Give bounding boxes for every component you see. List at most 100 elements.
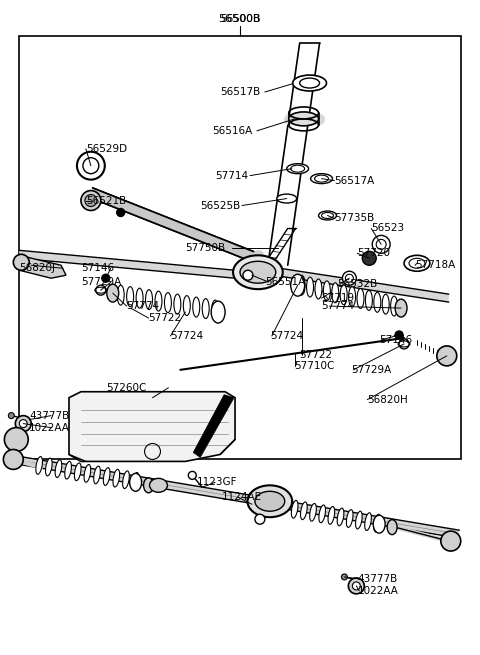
- Ellipse shape: [94, 466, 100, 484]
- Ellipse shape: [212, 300, 218, 320]
- Text: 56551A: 56551A: [265, 277, 305, 287]
- Text: 57774: 57774: [127, 301, 160, 311]
- Ellipse shape: [107, 284, 119, 302]
- Ellipse shape: [298, 275, 305, 295]
- Text: 57719: 57719: [322, 293, 355, 303]
- Circle shape: [441, 531, 461, 551]
- Text: 1022AA: 1022AA: [357, 586, 398, 596]
- Ellipse shape: [300, 78, 320, 88]
- Circle shape: [352, 582, 360, 590]
- Ellipse shape: [36, 457, 43, 474]
- Ellipse shape: [324, 281, 330, 301]
- Ellipse shape: [136, 288, 143, 308]
- Ellipse shape: [103, 468, 110, 485]
- Ellipse shape: [127, 287, 133, 307]
- Circle shape: [399, 339, 409, 349]
- Text: 57750B: 57750B: [185, 244, 225, 253]
- Text: 56532B: 56532B: [337, 279, 378, 290]
- Ellipse shape: [248, 485, 292, 517]
- Ellipse shape: [337, 508, 344, 526]
- Ellipse shape: [310, 504, 316, 521]
- Ellipse shape: [233, 255, 283, 289]
- Ellipse shape: [174, 294, 181, 314]
- Ellipse shape: [130, 474, 142, 491]
- Text: 57260C: 57260C: [106, 383, 146, 393]
- Ellipse shape: [357, 289, 364, 309]
- Ellipse shape: [113, 470, 120, 487]
- Circle shape: [372, 235, 390, 253]
- Ellipse shape: [340, 285, 347, 305]
- Text: 57720: 57720: [357, 248, 390, 258]
- Ellipse shape: [193, 297, 200, 317]
- Ellipse shape: [307, 277, 313, 297]
- Ellipse shape: [74, 463, 81, 481]
- Ellipse shape: [84, 464, 91, 482]
- Ellipse shape: [365, 513, 372, 531]
- Text: 1123GF: 1123GF: [197, 477, 238, 487]
- Text: 57722: 57722: [300, 350, 333, 360]
- Ellipse shape: [145, 290, 153, 310]
- Ellipse shape: [277, 194, 297, 203]
- Ellipse shape: [255, 491, 285, 511]
- Ellipse shape: [409, 258, 425, 269]
- Text: 57146: 57146: [379, 335, 412, 345]
- Circle shape: [85, 195, 97, 206]
- Text: 57722: 57722: [148, 313, 181, 323]
- Ellipse shape: [291, 165, 305, 172]
- Ellipse shape: [374, 514, 381, 532]
- Circle shape: [77, 152, 105, 179]
- Ellipse shape: [382, 294, 389, 314]
- Text: 57710C: 57710C: [295, 361, 335, 371]
- Ellipse shape: [132, 472, 139, 490]
- Polygon shape: [19, 255, 66, 278]
- Circle shape: [13, 254, 29, 271]
- Ellipse shape: [300, 502, 307, 519]
- Circle shape: [83, 158, 99, 174]
- Ellipse shape: [387, 519, 397, 534]
- Ellipse shape: [287, 164, 309, 174]
- Ellipse shape: [211, 301, 225, 323]
- Ellipse shape: [183, 295, 190, 316]
- Circle shape: [362, 252, 376, 265]
- Polygon shape: [193, 395, 234, 457]
- Ellipse shape: [65, 461, 72, 479]
- Ellipse shape: [202, 299, 209, 318]
- Text: 56517B: 56517B: [221, 87, 261, 97]
- Text: 56820H: 56820H: [367, 395, 408, 405]
- Ellipse shape: [144, 478, 154, 493]
- Text: 56529D: 56529D: [86, 143, 127, 154]
- Ellipse shape: [46, 458, 52, 476]
- Circle shape: [19, 420, 27, 428]
- Circle shape: [4, 428, 28, 451]
- Ellipse shape: [315, 279, 322, 299]
- Text: 57729A: 57729A: [351, 365, 392, 375]
- Text: 57724: 57724: [170, 331, 204, 341]
- Ellipse shape: [322, 212, 334, 219]
- Ellipse shape: [314, 175, 328, 182]
- Ellipse shape: [373, 515, 385, 533]
- Text: 57146: 57146: [81, 263, 114, 273]
- Circle shape: [102, 274, 110, 282]
- Circle shape: [348, 578, 364, 594]
- Text: 57774: 57774: [322, 301, 355, 311]
- Text: 56521B: 56521B: [86, 196, 126, 206]
- Ellipse shape: [395, 299, 407, 317]
- Polygon shape: [12, 455, 459, 538]
- Text: 57729A: 57729A: [81, 277, 121, 287]
- Ellipse shape: [347, 510, 353, 527]
- Polygon shape: [69, 392, 235, 461]
- Circle shape: [395, 331, 403, 339]
- Text: 56820J: 56820J: [19, 263, 55, 273]
- Text: 57735B: 57735B: [335, 214, 375, 223]
- Ellipse shape: [404, 255, 430, 271]
- Polygon shape: [89, 188, 254, 261]
- Ellipse shape: [328, 506, 335, 524]
- Circle shape: [81, 191, 101, 210]
- Text: 56523: 56523: [371, 223, 404, 233]
- Text: 56516A: 56516A: [213, 126, 253, 136]
- Text: 43777B: 43777B: [29, 411, 70, 421]
- Text: 56500B: 56500B: [220, 14, 260, 24]
- Polygon shape: [19, 250, 235, 278]
- Ellipse shape: [117, 285, 124, 305]
- Ellipse shape: [319, 211, 336, 220]
